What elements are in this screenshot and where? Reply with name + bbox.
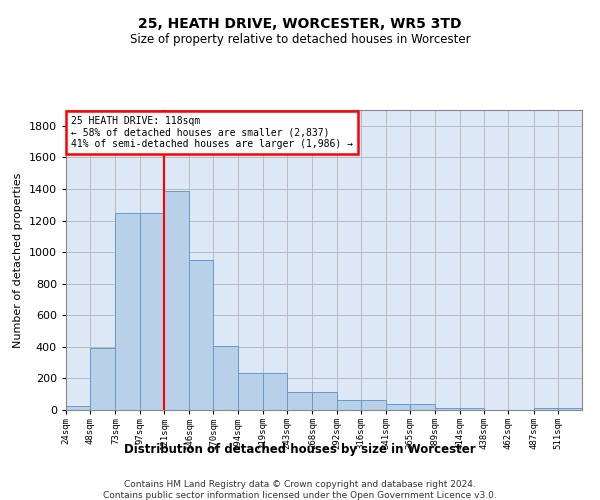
Bar	[386, 404, 410, 410]
Bar	[189, 260, 214, 410]
Bar	[434, 408, 460, 410]
Bar	[533, 408, 558, 410]
Bar	[558, 408, 582, 410]
Bar	[115, 212, 140, 410]
Bar	[263, 373, 287, 410]
Bar	[337, 400, 361, 410]
Bar	[164, 190, 189, 410]
Text: Distribution of detached houses by size in Worcester: Distribution of detached houses by size …	[124, 442, 476, 456]
Text: Size of property relative to detached houses in Worcester: Size of property relative to detached ho…	[130, 32, 470, 46]
Bar	[287, 392, 313, 410]
Bar	[361, 400, 386, 410]
Text: Contains public sector information licensed under the Open Government Licence v3: Contains public sector information licen…	[103, 491, 497, 500]
Y-axis label: Number of detached properties: Number of detached properties	[13, 172, 23, 348]
Text: 25, HEATH DRIVE, WORCESTER, WR5 3TD: 25, HEATH DRIVE, WORCESTER, WR5 3TD	[138, 18, 462, 32]
Text: 25 HEATH DRIVE: 118sqm
← 58% of detached houses are smaller (2,837)
41% of semi-: 25 HEATH DRIVE: 118sqm ← 58% of detached…	[71, 116, 353, 149]
Text: Contains HM Land Registry data © Crown copyright and database right 2024.: Contains HM Land Registry data © Crown c…	[124, 480, 476, 489]
Bar	[238, 373, 263, 410]
Bar	[140, 212, 164, 410]
Bar	[313, 392, 337, 410]
Bar	[66, 406, 90, 410]
Bar	[90, 348, 115, 410]
Bar	[460, 408, 484, 410]
Bar	[410, 404, 434, 410]
Bar	[214, 346, 238, 410]
